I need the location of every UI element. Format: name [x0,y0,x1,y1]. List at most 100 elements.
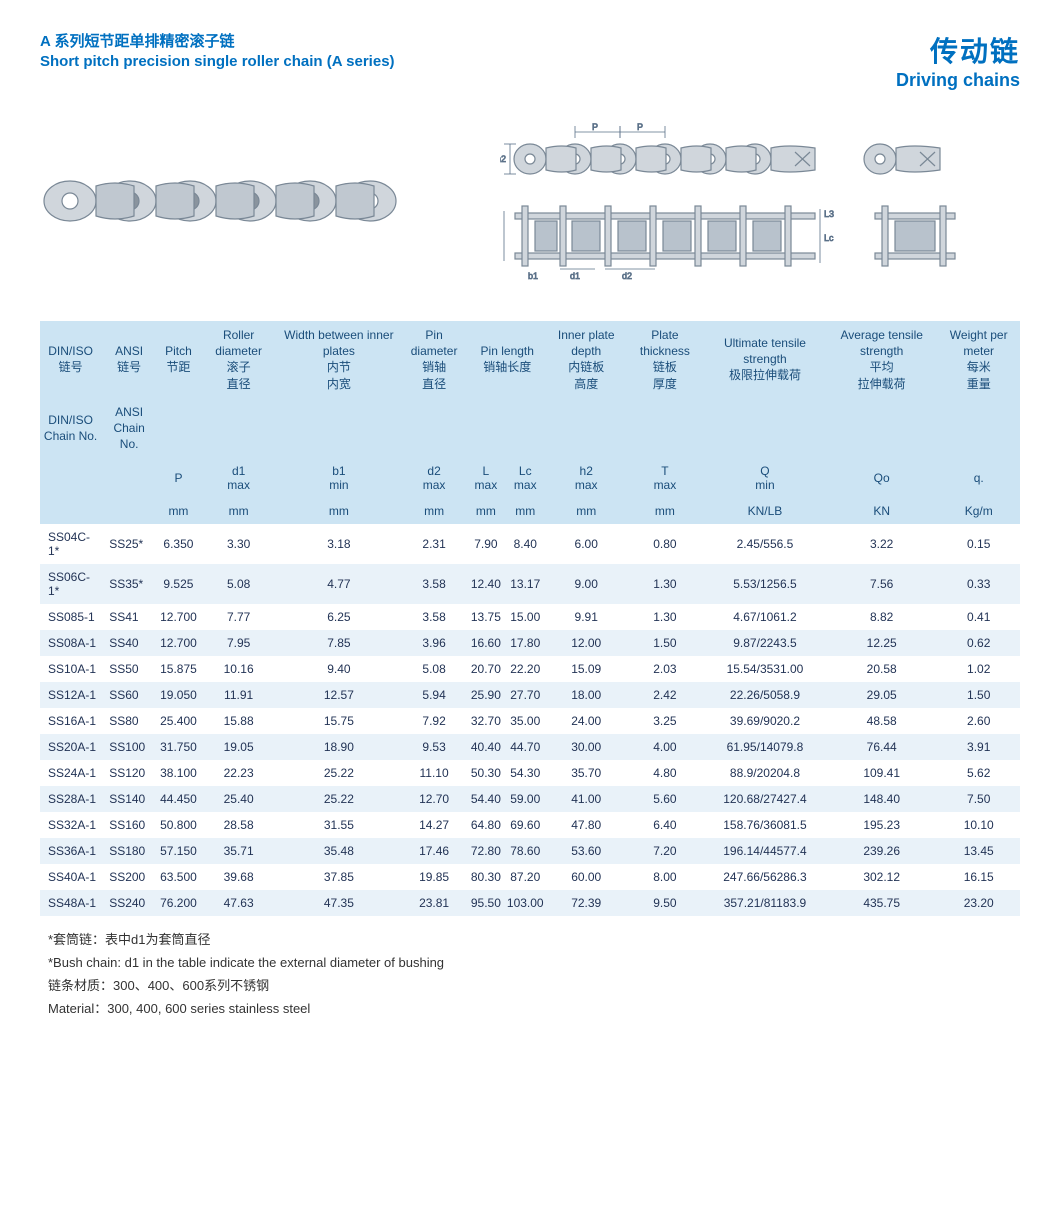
table-cell: 0.15 [937,524,1020,564]
table-cell: SS12A-1 [40,682,101,708]
table-cell: 14.27 [400,812,468,838]
table-cell: 9.00 [547,564,626,604]
col-header: Roller diameter滚子直径 [200,321,278,398]
table-cell: 54.30 [504,760,547,786]
table-row: SS48A-1SS24076.20047.6347.3523.8195.5010… [40,890,1020,916]
table-cell: 22.20 [504,656,547,682]
table-cell: 12.70 [400,786,468,812]
col-symbol: Tmax [626,458,704,498]
table-cell: 8.00 [626,864,704,890]
table-cell: SS28A-1 [40,786,101,812]
table-cell: 25.22 [277,786,400,812]
table-cell: 39.68 [200,864,278,890]
table-cell: 31.750 [157,734,200,760]
col-header: Ultimate tensile strength极限拉伸载荷 [704,321,826,398]
table-cell: 120.68/27427.4 [704,786,826,812]
table-row: SS10A-1SS5015.87510.169.405.0820.7022.20… [40,656,1020,682]
table-cell: 95.50 [468,890,504,916]
title-block: A 系列短节距单排精密滚子链 Short pitch precision sin… [40,30,395,70]
table-cell: 47.80 [547,812,626,838]
col-subheader [937,398,1020,459]
col-symbol: P [157,458,200,498]
table-cell: 20.58 [826,656,937,682]
table-cell: 25.400 [157,708,200,734]
table-cell: 1.02 [937,656,1020,682]
col-subheader [400,398,468,459]
table-cell: SS200 [101,864,157,890]
table-cell: 10.10 [937,812,1020,838]
col-subheader [200,398,278,459]
table-row: SS40A-1SS20063.50039.6837.8519.8580.3087… [40,864,1020,890]
page-header: A 系列短节距单排精密滚子链 Short pitch precision sin… [40,30,1020,91]
table-cell: 0.80 [626,524,704,564]
col-symbol: d1max [200,458,278,498]
dim-label-lc: Lc [824,233,834,243]
col-symbol: h2max [547,458,626,498]
table-cell: 11.91 [200,682,278,708]
col-symbol [40,458,101,498]
table-cell: 25.90 [468,682,504,708]
table-row: SS20A-1SS10031.75019.0518.909.5340.4044.… [40,734,1020,760]
dim-label-d2: d2 [622,271,632,281]
table-cell: SS80 [101,708,157,734]
table-cell: 7.90 [468,524,504,564]
table-cell: SS100 [101,734,157,760]
table-cell: 38.100 [157,760,200,786]
table-cell: 54.40 [468,786,504,812]
table-cell: 12.700 [157,630,200,656]
table-cell: 158.76/36081.5 [704,812,826,838]
table-cell: 10.16 [200,656,278,682]
table-cell: 4.67/1061.2 [704,604,826,630]
col-unit: mm [400,498,468,524]
col-symbol: Lcmax [504,458,547,498]
table-cell: 7.50 [937,786,1020,812]
col-symbol: d2max [400,458,468,498]
col-unit [101,498,157,524]
chain-technical-drawing: P P h2 [500,116,1020,286]
table-cell: SS25* [101,524,157,564]
table-cell: 76.200 [157,890,200,916]
table-cell: SS16A-1 [40,708,101,734]
table-cell: SS24A-1 [40,760,101,786]
table-cell: 5.53/1256.5 [704,564,826,604]
col-subheader [277,398,400,459]
table-cell: 148.40 [826,786,937,812]
table-cell: 16.15 [937,864,1020,890]
table-cell: 5.62 [937,760,1020,786]
table-cell: 2.60 [937,708,1020,734]
table-cell: 60.00 [547,864,626,890]
table-cell: 35.48 [277,838,400,864]
table-cell: 5.94 [400,682,468,708]
title-chinese: A 系列短节距单排精密滚子链 [40,30,395,51]
table-cell: 3.58 [400,604,468,630]
table-cell: SS50 [101,656,157,682]
table-cell: 23.20 [937,890,1020,916]
table-cell: 3.30 [200,524,278,564]
col-symbol: Lmax [468,458,504,498]
table-body: SS04C-1*SS25*6.3503.303.182.317.908.406.… [40,524,1020,916]
table-cell: 18.00 [547,682,626,708]
diagram-section: P P h2 [40,111,1020,291]
col-subheader [826,398,937,459]
table-cell: 3.18 [277,524,400,564]
table-cell: SS04C-1* [40,524,101,564]
brand-english: Driving chains [896,70,1020,91]
table-cell: 0.33 [937,564,1020,604]
col-unit [40,498,101,524]
table-cell: 15.00 [504,604,547,630]
col-header: Weight per meter每米重量 [937,321,1020,398]
table-cell: SS140 [101,786,157,812]
dim-label-b1: b1 [528,271,538,281]
table-cell: 12.700 [157,604,200,630]
table-cell: SS08A-1 [40,630,101,656]
table-cell: 27.70 [504,682,547,708]
table-cell: 22.26/5058.9 [704,682,826,708]
table-cell: 103.00 [504,890,547,916]
table-cell: 1.50 [937,682,1020,708]
col-symbol [101,458,157,498]
table-cell: 69.60 [504,812,547,838]
table-cell: SS41 [101,604,157,630]
col-symbol: Qmin [704,458,826,498]
col-unit: KN/LB [704,498,826,524]
table-cell: 1.30 [626,564,704,604]
